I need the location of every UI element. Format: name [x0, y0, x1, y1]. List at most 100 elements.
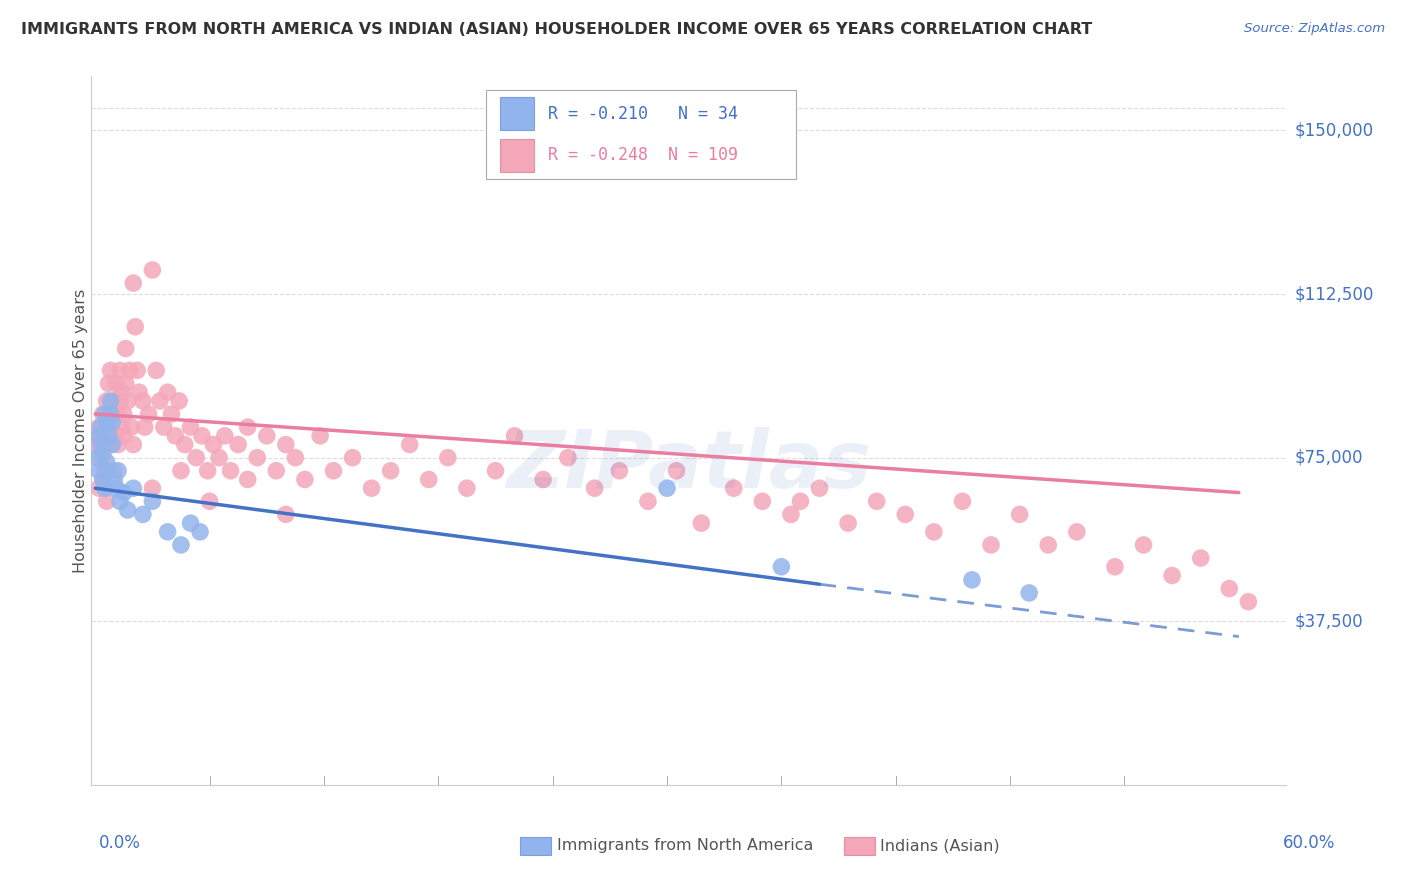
Immigrants from North America: [96, 416, 118, 430]
Indians (Asian): [105, 376, 128, 391]
Indians (Asian): [153, 420, 176, 434]
Text: $37,500: $37,500: [1295, 612, 1364, 631]
Indians (Asian): [141, 263, 163, 277]
Indians (Asian): [96, 393, 118, 408]
Immigrants from North America: [91, 446, 114, 460]
Indians (Asian): [484, 464, 506, 478]
Indians (Asian): [665, 464, 688, 478]
Indians (Asian): [208, 450, 231, 465]
Immigrants from North America: [100, 407, 122, 421]
Indians (Asian): [198, 494, 221, 508]
Indians (Asian): [284, 450, 307, 465]
Indians (Asian): [214, 429, 236, 443]
Text: 60.0%: 60.0%: [1284, 834, 1336, 852]
Indians (Asian): [723, 481, 745, 495]
Indians (Asian): [122, 437, 145, 451]
Indians (Asian): [557, 450, 579, 465]
Immigrants from North America: [108, 494, 131, 508]
Indians (Asian): [866, 494, 889, 508]
Indians (Asian): [808, 481, 831, 495]
Indians (Asian): [124, 319, 146, 334]
Immigrants from North America: [655, 481, 678, 495]
Indians (Asian): [90, 429, 112, 443]
Immigrants from North America: [107, 464, 129, 478]
Indians (Asian): [690, 516, 713, 530]
Immigrants from North America: [103, 473, 125, 487]
Text: $112,500: $112,500: [1295, 285, 1374, 303]
Indians (Asian): [105, 429, 128, 443]
Immigrants from North America: [90, 420, 112, 434]
Text: Indians (Asian): Indians (Asian): [880, 838, 1000, 853]
Immigrants from North America: [97, 464, 120, 478]
Indians (Asian): [112, 407, 135, 421]
Indians (Asian): [87, 481, 110, 495]
Indians (Asian): [170, 464, 193, 478]
Indians (Asian): [583, 481, 606, 495]
Text: $150,000: $150,000: [1295, 121, 1374, 139]
Indians (Asian): [96, 494, 118, 508]
Indians (Asian): [100, 437, 122, 451]
FancyBboxPatch shape: [486, 90, 796, 178]
Indians (Asian): [114, 376, 136, 391]
Immigrants from North America: [105, 481, 128, 495]
Indians (Asian): [93, 437, 115, 451]
Indians (Asian): [97, 420, 120, 434]
Indians (Asian): [128, 385, 150, 400]
Text: ZIPatlas: ZIPatlas: [506, 427, 872, 505]
Indians (Asian): [1189, 551, 1212, 566]
Y-axis label: Householder Income Over 65 years: Householder Income Over 65 years: [73, 288, 87, 573]
Text: $75,000: $75,000: [1295, 449, 1364, 467]
Immigrants from North America: [93, 407, 115, 421]
Indians (Asian): [789, 494, 811, 508]
Indians (Asian): [398, 437, 420, 451]
Indians (Asian): [111, 385, 134, 400]
Indians (Asian): [380, 464, 402, 478]
Indians (Asian): [294, 473, 316, 487]
Indians (Asian): [108, 363, 131, 377]
Indians (Asian): [226, 437, 249, 451]
Text: R = -0.248  N = 109: R = -0.248 N = 109: [548, 146, 738, 164]
Indians (Asian): [173, 437, 195, 451]
Indians (Asian): [103, 464, 125, 478]
Indians (Asian): [780, 508, 803, 522]
Indians (Asian): [236, 473, 259, 487]
Immigrants from North America: [170, 538, 193, 552]
Indians (Asian): [274, 437, 297, 451]
Indians (Asian): [197, 464, 219, 478]
Indians (Asian): [134, 420, 156, 434]
Indians (Asian): [103, 393, 125, 408]
Indians (Asian): [122, 276, 145, 290]
Indians (Asian): [1038, 538, 1060, 552]
Immigrants from North America: [188, 524, 211, 539]
Indians (Asian): [118, 363, 141, 377]
Indians (Asian): [236, 420, 259, 434]
Indians (Asian): [342, 450, 364, 465]
Indians (Asian): [114, 342, 136, 356]
FancyBboxPatch shape: [501, 139, 534, 171]
Immigrants from North America: [179, 516, 201, 530]
Indians (Asian): [837, 516, 859, 530]
Indians (Asian): [165, 429, 187, 443]
Text: Source: ZipAtlas.com: Source: ZipAtlas.com: [1244, 22, 1385, 36]
Immigrants from North America: [1018, 586, 1040, 600]
Indians (Asian): [456, 481, 478, 495]
Indians (Asian): [322, 464, 344, 478]
Indians (Asian): [1008, 508, 1031, 522]
Text: IMMIGRANTS FROM NORTH AMERICA VS INDIAN (ASIAN) HOUSEHOLDER INCOME OVER 65 YEARS: IMMIGRANTS FROM NORTH AMERICA VS INDIAN …: [21, 22, 1092, 37]
Indians (Asian): [156, 385, 179, 400]
Immigrants from North America: [132, 508, 155, 522]
Immigrants from North America: [112, 485, 135, 500]
Immigrants from North America: [86, 450, 108, 465]
Immigrants from North America: [101, 416, 124, 430]
Immigrants from North America: [91, 473, 114, 487]
Indians (Asian): [264, 464, 287, 478]
Indians (Asian): [186, 450, 208, 465]
Immigrants from North America: [141, 494, 163, 508]
Indians (Asian): [1066, 524, 1088, 539]
Indians (Asian): [637, 494, 659, 508]
Indians (Asian): [1161, 568, 1184, 582]
Indians (Asian): [1104, 559, 1126, 574]
Text: R = -0.210   N = 34: R = -0.210 N = 34: [548, 104, 738, 122]
Immigrants from North America: [87, 464, 110, 478]
Immigrants from North America: [96, 455, 118, 469]
